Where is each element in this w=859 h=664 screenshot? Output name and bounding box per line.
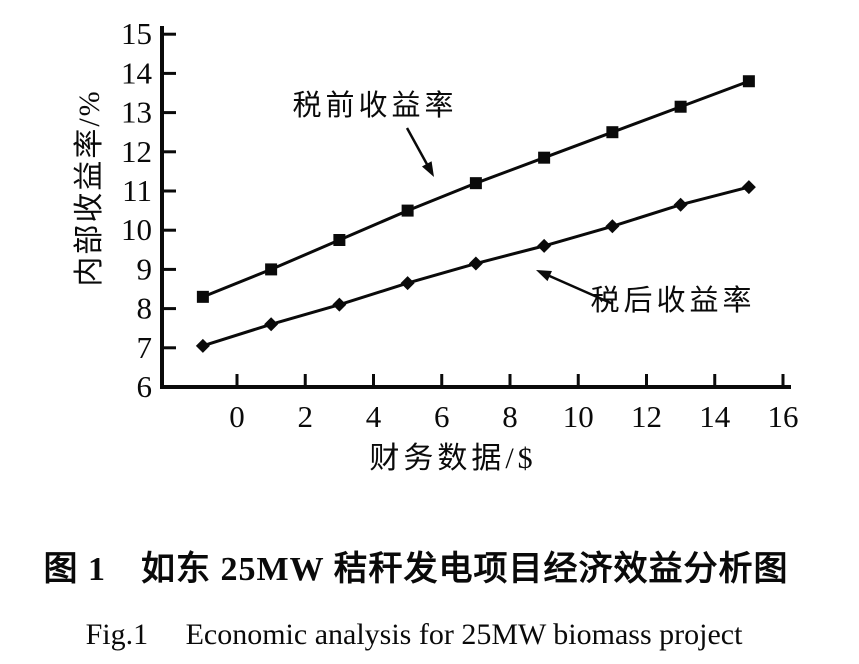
- chart-canvas: 6 7 8 9 10 11 12 13 14 15 0 2 4 6 8 10 12 14 16: [121, 16, 799, 434]
- y-tick-label: 9: [137, 251, 153, 286]
- marker-square: [742, 75, 755, 88]
- x-tick-label: 10: [563, 399, 594, 434]
- x-tick-label: 4: [366, 399, 382, 434]
- x-axis-title: 财务数据/$: [369, 442, 537, 475]
- x-tick-label: 2: [298, 399, 314, 434]
- marker-diamond: [537, 238, 552, 253]
- aftertax-arrow-line: [542, 272, 614, 306]
- y-tick-label: 12: [121, 134, 152, 169]
- pretax-arrow-line: [405, 127, 432, 171]
- y-tick-label: 13: [121, 95, 152, 130]
- y-tick-label: 8: [137, 291, 153, 326]
- marker-diamond: [264, 317, 279, 332]
- y-tick-label: 10: [121, 212, 152, 247]
- marker-square: [674, 100, 687, 113]
- y-tick-label: 6: [137, 369, 153, 404]
- marker-square: [196, 290, 209, 303]
- marker-diamond: [400, 276, 415, 291]
- x-tick-label: 12: [631, 399, 662, 434]
- y-tick-label: 15: [121, 16, 152, 51]
- marker-diamond: [605, 219, 620, 234]
- y-axis-title: 内部收益率/%: [73, 89, 106, 287]
- x-tick-label: 16: [768, 399, 799, 434]
- marker-diamond: [195, 338, 210, 353]
- aftertax-arrow-head: [536, 270, 552, 282]
- y-tick-label: 7: [137, 330, 153, 365]
- figure-caption-zh: 图 1 如东 25MW 秸秆发电项目经济效益分析图: [43, 551, 789, 588]
- pretax-arrow-head: [421, 161, 434, 177]
- series-label-aftertax: 税后收益率: [590, 285, 756, 317]
- marker-diamond: [332, 297, 347, 312]
- x-tick-label: 0: [229, 399, 245, 434]
- y-tick-label: 11: [122, 173, 152, 208]
- y-tick-label: 14: [121, 55, 153, 90]
- marker-diamond: [673, 197, 688, 212]
- marker-square: [265, 263, 278, 276]
- marker-diamond: [741, 180, 756, 195]
- figure-caption-en: Fig.1 Economic analysis for 25MW biomass…: [85, 618, 743, 651]
- marker-square: [333, 234, 346, 246]
- x-tick-label: 14: [699, 399, 731, 434]
- x-tick-label: 6: [434, 399, 450, 434]
- marker-square: [469, 177, 482, 190]
- marker-square: [401, 204, 414, 217]
- marker-diamond: [468, 256, 483, 271]
- marker-square: [606, 126, 619, 139]
- marker-square: [538, 151, 551, 164]
- x-tick-label: 8: [502, 399, 518, 434]
- series-label-pretax: 税前收益率: [292, 90, 458, 122]
